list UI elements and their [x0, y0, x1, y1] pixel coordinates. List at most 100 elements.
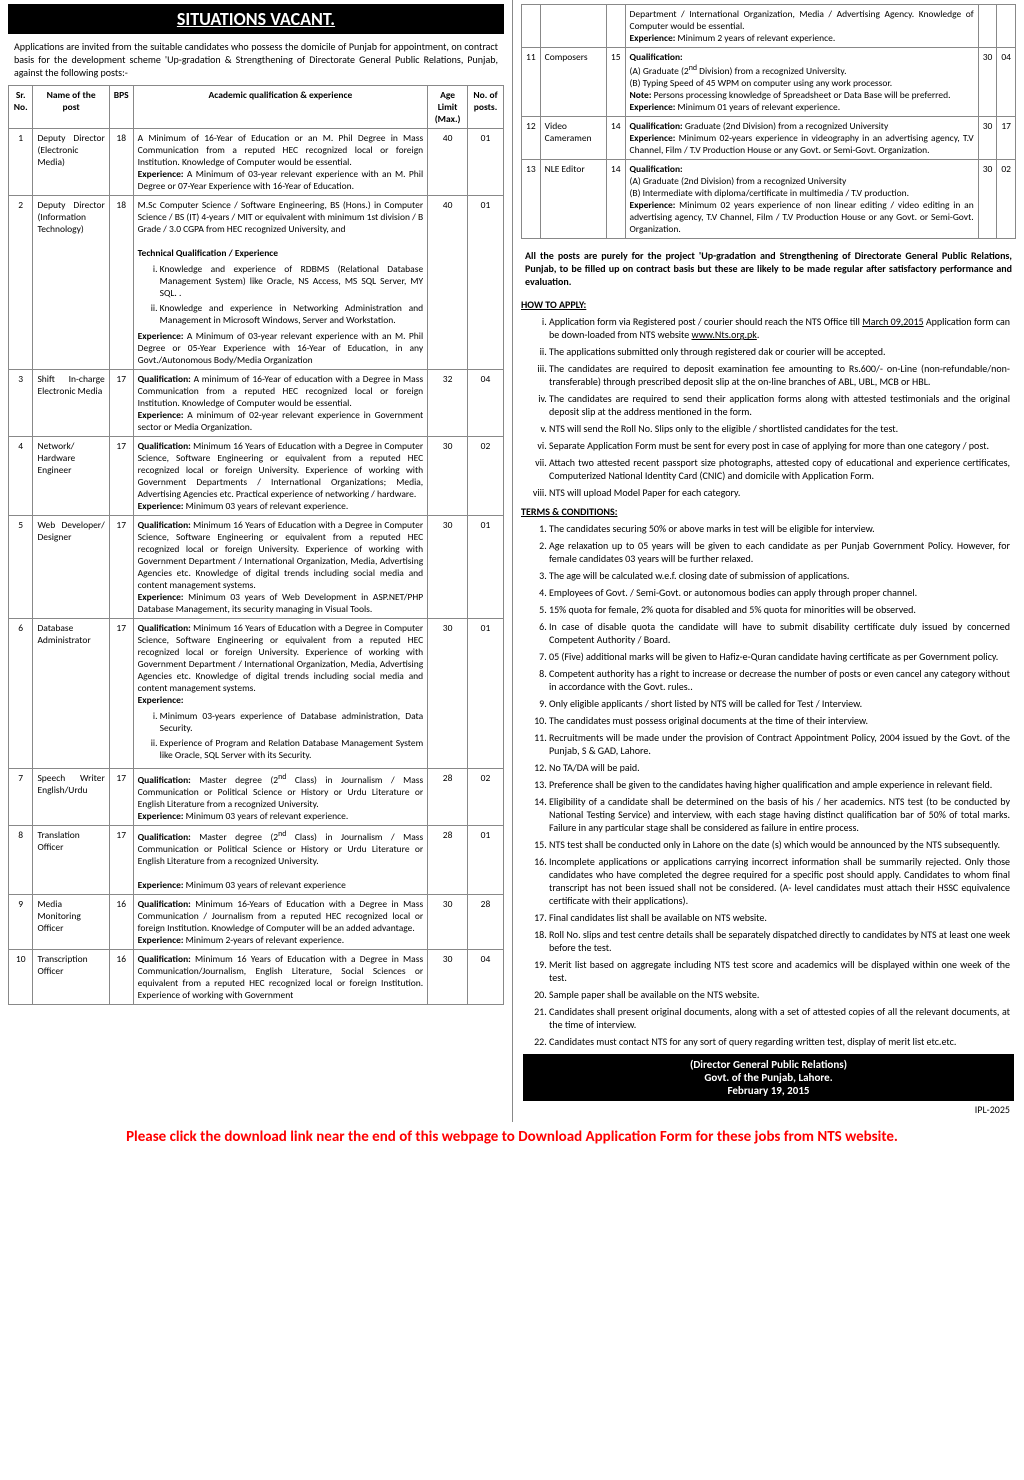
list-item: In case of disable quota the candidate w…	[549, 620, 1016, 646]
cell-bps: 17	[109, 516, 133, 619]
col-bps: BPS	[109, 86, 133, 129]
table-row: 4Network/ Hardware Engineer17Qualificati…	[9, 437, 504, 516]
cell-name	[540, 5, 606, 48]
cell-bps: 17	[109, 437, 133, 516]
cell-sr: 5	[9, 516, 33, 619]
cell-age: 28	[428, 769, 468, 826]
cell-name: Speech Writer English/Urdu	[33, 769, 109, 826]
col-age: Age Limit (Max.)	[428, 86, 468, 129]
footer-instruction: Please click the download link near the …	[0, 1122, 1024, 1152]
cell-name: Video Cameramen	[540, 117, 606, 160]
cell-sr: 9	[9, 895, 33, 950]
cell-qual: Qualification: Minimum 16 Years of Educa…	[133, 516, 428, 619]
cell-name: Network/ Hardware Engineer	[33, 437, 109, 516]
cell-posts: 01	[468, 619, 504, 769]
table-row: 1Deputy Director (Electronic Media)18A M…	[9, 129, 504, 196]
cell-posts: 02	[997, 160, 1016, 239]
ipl-code: IPL-2025	[521, 1101, 1016, 1118]
cell-posts: 01	[468, 129, 504, 196]
cell-name: Transcription Officer	[33, 950, 109, 1005]
cell-posts: 17	[997, 117, 1016, 160]
cell-sr: 11	[522, 48, 541, 117]
cell-posts: 02	[468, 437, 504, 516]
cell-qual: Qualification: A minimum of 16-Year of e…	[133, 370, 428, 437]
cell-age	[978, 5, 997, 48]
cell-sr: 6	[9, 619, 33, 769]
table-row: 11Composers15Qualification:(A) Graduate …	[522, 48, 1016, 117]
cell-name: Deputy Director (Electronic Media)	[33, 129, 109, 196]
list-item: Age relaxation up to 05 years will be gi…	[549, 539, 1016, 565]
cell-bps: 16	[109, 895, 133, 950]
terms-list: The candidates securing 50% or above mar…	[521, 522, 1016, 1048]
cell-qual: Department / International Organization,…	[625, 5, 978, 48]
cell-posts: 04	[468, 370, 504, 437]
cell-name: Deputy Director (Information Technology)	[33, 196, 109, 370]
cell-age: 40	[428, 129, 468, 196]
sig-line3: February 19, 2015	[527, 1084, 1010, 1097]
sig-line2: Govt. of the Punjab, Lahore.	[527, 1071, 1010, 1084]
cell-bps: 14	[606, 117, 625, 160]
list-item: Only eligible applicants / short listed …	[549, 697, 1016, 710]
cell-bps: 16	[109, 950, 133, 1005]
cell-bps: 15	[606, 48, 625, 117]
table-row: 7Speech Writer English/Urdu17Qualificati…	[9, 769, 504, 826]
cell-name: Database Administrator	[33, 619, 109, 769]
table-row: 10Transcription Officer16Qualification: …	[9, 950, 504, 1005]
list-item: Eligibility of a candidate shall be dete…	[549, 795, 1016, 834]
list-item: NTS will upload Model Paper for each cat…	[549, 486, 1016, 499]
cell-qual: Qualification: Graduate (2nd Division) f…	[625, 117, 978, 160]
list-item: Separate Application Form must be sent f…	[549, 439, 1016, 452]
cell-posts: 01	[468, 826, 504, 895]
list-item: Competent authority has a right to incre…	[549, 667, 1016, 693]
cell-age: 30	[428, 516, 468, 619]
how-to-apply-heading: HOW TO APPLY:	[521, 298, 1016, 311]
cell-sr: 1	[9, 129, 33, 196]
list-item: Sample paper shall be available on the N…	[549, 988, 1016, 1001]
list-item: NTS will send the Roll No. Slips only to…	[549, 422, 1016, 435]
list-item: Candidates shall present original docume…	[549, 1005, 1016, 1031]
cell-bps: 17	[109, 769, 133, 826]
cell-sr: 12	[522, 117, 541, 160]
table-row: 5Web Developer/ Designer17Qualification:…	[9, 516, 504, 619]
col-sr: Sr. No.	[9, 86, 33, 129]
cell-age: 30	[978, 117, 997, 160]
intro-paragraph: Applications are invited from the suitab…	[8, 40, 504, 85]
cell-bps: 17	[109, 370, 133, 437]
cell-qual: Qualification: Minimum 16 Years of Educa…	[133, 950, 428, 1005]
list-item: The candidates are required to deposit e…	[549, 362, 1016, 388]
page-container: SITUATIONS VACANT. Applications are invi…	[0, 0, 1024, 1122]
list-item: NTS test shall be conducted only in Laho…	[549, 838, 1016, 851]
table-row: 12Video Cameramen14Qualification: Gradua…	[522, 117, 1016, 160]
list-item: Attach two attested recent passport size…	[549, 456, 1016, 482]
col-qual: Academic qualification & experience	[133, 86, 428, 129]
cell-qual: A Minimum of 16-Year of Education or an …	[133, 129, 428, 196]
left-column: SITUATIONS VACANT. Applications are invi…	[0, 0, 512, 1122]
table-row: 2Deputy Director (Information Technology…	[9, 196, 504, 370]
right-column: Department / International Organization,…	[512, 0, 1024, 1122]
cell-age: 32	[428, 370, 468, 437]
how-to-apply-list: Application form via Registered post / c…	[521, 315, 1016, 499]
list-item: Merit list based on aggregate including …	[549, 958, 1016, 984]
list-item: Final candidates list shall be available…	[549, 911, 1016, 924]
cell-posts: 04	[997, 48, 1016, 117]
cell-bps: 17	[109, 619, 133, 769]
cell-age: 30	[978, 48, 997, 117]
cell-bps: 18	[109, 129, 133, 196]
posts-table-right: Department / International Organization,…	[521, 4, 1016, 239]
cell-name: Translation Officer	[33, 826, 109, 895]
list-item: Application form via Registered post / c…	[549, 315, 1016, 341]
cell-sr: 10	[9, 950, 33, 1005]
cell-bps: 18	[109, 196, 133, 370]
cell-name: Shift In-charge Electronic Media	[33, 370, 109, 437]
project-note: All the posts are purely for the project…	[525, 249, 1012, 288]
cell-posts: 02	[468, 769, 504, 826]
list-item: Candidates must contact NTS for any sort…	[549, 1035, 1016, 1048]
cell-qual: Qualification: Minimum 16 Years of Educa…	[133, 619, 428, 769]
list-item: The candidates must possess original doc…	[549, 714, 1016, 727]
list-item: 05 (Five) additional marks will be given…	[549, 650, 1016, 663]
cell-age: 30	[428, 895, 468, 950]
cell-age: 28	[428, 826, 468, 895]
table-row: Department / International Organization,…	[522, 5, 1016, 48]
cell-qual: Qualification: Minimum 16-Years of Educa…	[133, 895, 428, 950]
cell-posts: 01	[468, 516, 504, 619]
